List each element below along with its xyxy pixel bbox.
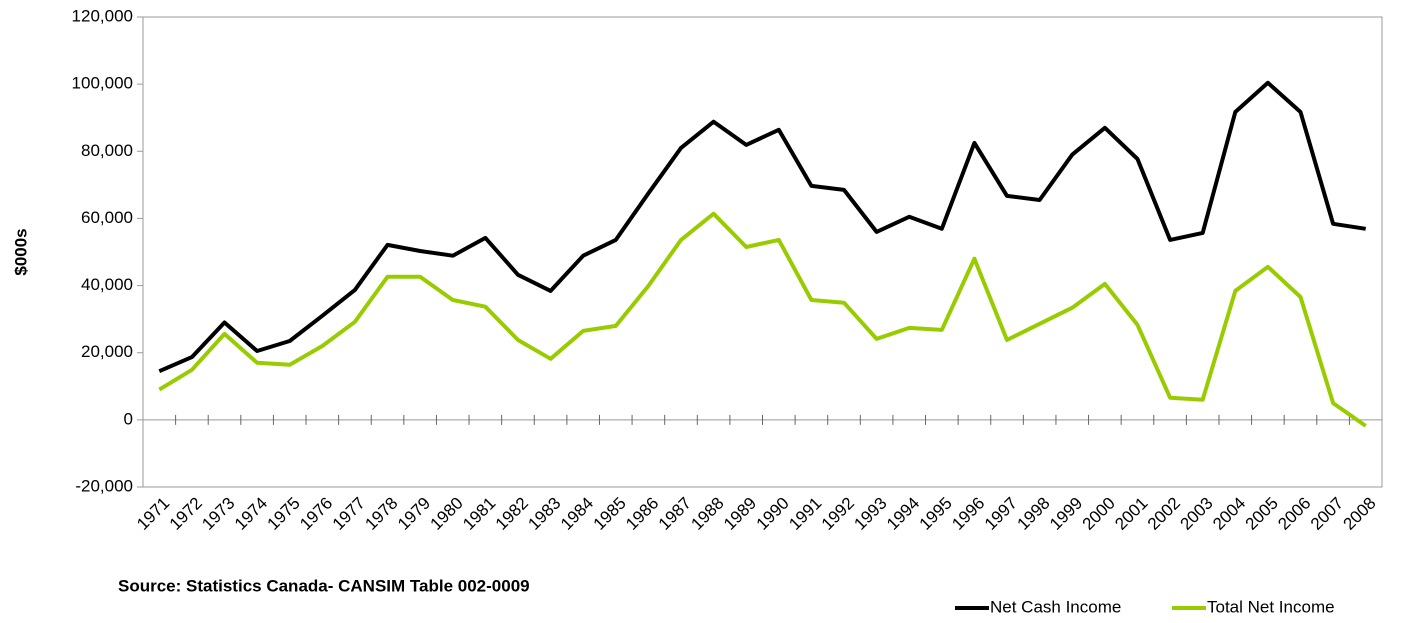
- x-tick-label: 2007: [1307, 494, 1347, 534]
- series-line: [158, 80, 1367, 374]
- x-tick-label: 1989: [720, 494, 760, 534]
- y-tick-label: 120,000: [72, 6, 133, 25]
- x-tick-label: 2006: [1274, 494, 1314, 534]
- y-tick-label: -20,000: [75, 476, 133, 495]
- x-tick-label: 1975: [264, 494, 304, 534]
- legend-label: Net Cash Income: [990, 597, 1121, 616]
- source-note: Source: Statistics Canada- CANSIM Table …: [118, 576, 530, 595]
- x-tick-label: 1972: [166, 494, 206, 534]
- plot-area: [142, 16, 1383, 488]
- x-tick-label: 1984: [557, 494, 597, 534]
- y-tick-label: 60,000: [81, 208, 133, 227]
- x-tick-label: 1978: [361, 494, 401, 534]
- x-tick-label: 2004: [1209, 494, 1249, 534]
- y-axis-label: $000s: [11, 228, 30, 275]
- x-tick-label: 1980: [427, 494, 467, 534]
- y-tick-label: 0: [124, 409, 133, 428]
- x-tick-label: 1983: [524, 494, 564, 534]
- x-tick-label: 1993: [850, 494, 890, 534]
- x-tick-label: 1973: [198, 494, 238, 534]
- x-tick-label: 1985: [590, 494, 630, 534]
- x-tick-label: 2003: [1176, 494, 1216, 534]
- x-tick-label: 1999: [1046, 494, 1086, 534]
- x-tick-label: 1977: [329, 494, 369, 534]
- x-tick-label: 1995: [916, 494, 956, 534]
- x-tick-label: 1971: [133, 494, 173, 534]
- x-tick-label: 1991: [785, 494, 825, 534]
- x-tick-label: 1996: [948, 494, 988, 534]
- legend-label: Total Net Income: [1207, 597, 1335, 616]
- x-tick-label: 1998: [1013, 494, 1053, 534]
- y-tick-label: 40,000: [81, 275, 133, 294]
- x-tick-label: 2001: [1111, 494, 1151, 534]
- x-tick-label: 1992: [818, 494, 858, 534]
- x-tick-label: 2002: [1144, 494, 1184, 534]
- x-tick-label: 1994: [883, 494, 923, 534]
- x-tick-label: 1990: [753, 494, 793, 534]
- y-tick-label: 100,000: [72, 74, 133, 93]
- x-tick-label: 1988: [687, 494, 727, 534]
- x-tick-label: 1982: [492, 494, 532, 534]
- series-line: [158, 211, 1367, 428]
- x-tick-label: 2005: [1242, 494, 1282, 534]
- x-tick-label: 1976: [296, 494, 336, 534]
- x-tick-label: 2008: [1340, 494, 1380, 534]
- x-tick-label: 1974: [231, 494, 271, 534]
- y-tick-label: 80,000: [81, 141, 133, 160]
- x-tick-label: 1981: [459, 494, 499, 534]
- x-tick-label: 1987: [655, 494, 695, 534]
- x-tick-label: 1997: [981, 494, 1021, 534]
- x-tick-label: 2000: [1079, 494, 1119, 534]
- x-tick-label: 1979: [394, 494, 434, 534]
- x-tick-label: 1986: [622, 494, 662, 534]
- y-tick-label: 20,000: [81, 342, 133, 361]
